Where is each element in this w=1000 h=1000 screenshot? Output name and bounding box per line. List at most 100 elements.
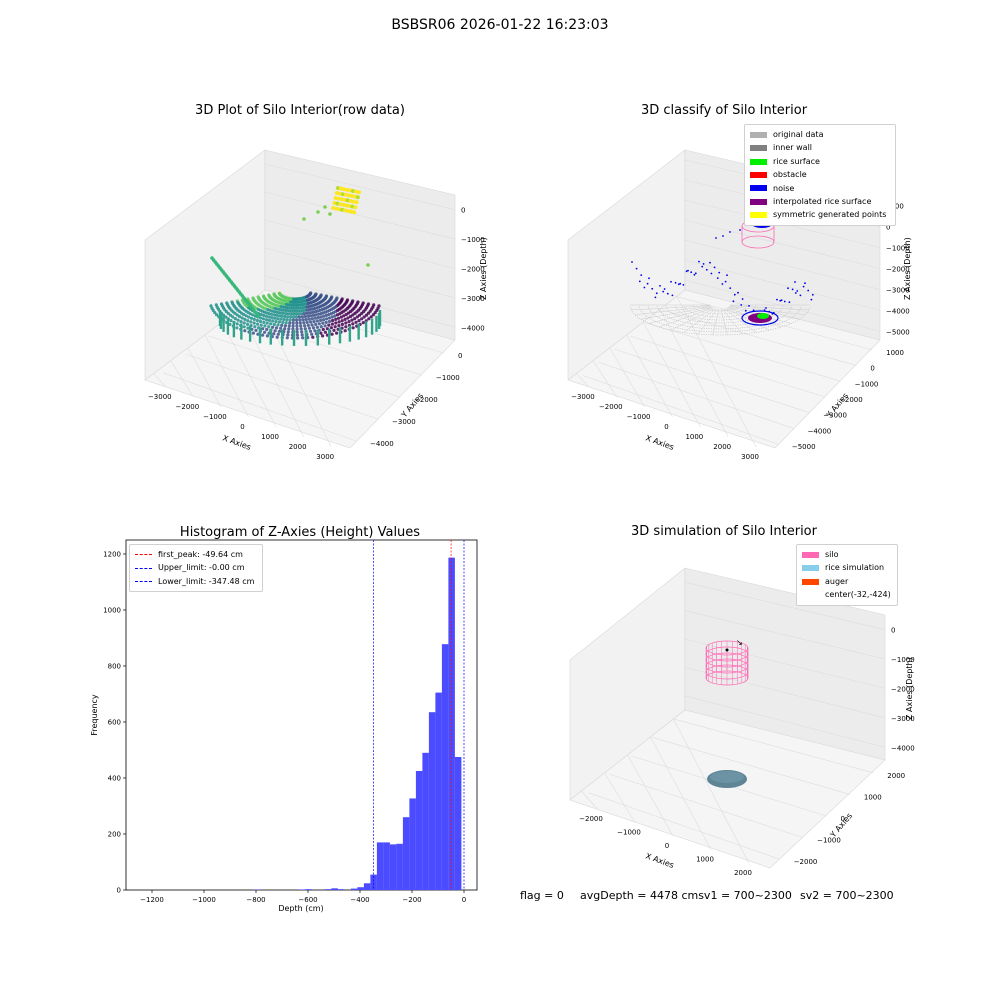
histogram-bar	[298, 889, 306, 890]
raw-data-point	[340, 192, 345, 197]
sim-z-tick: −1000	[891, 656, 915, 664]
sim-y-tick: 2000	[887, 772, 905, 780]
classify-plot-title: 3D classify of Silo Interior	[640, 103, 808, 118]
cls-noise-point	[663, 288, 666, 290]
raw-data-point	[369, 315, 373, 319]
histogram-y-tick: 200	[108, 831, 121, 839]
histogram-bar	[435, 692, 442, 890]
raw-data-point	[346, 209, 351, 213]
cls-z-grid	[684, 259, 881, 311]
raw-data-point	[300, 315, 304, 319]
cls-noise-point	[646, 282, 649, 285]
raw-data-point	[351, 326, 355, 330]
raw-x-tick: −1000	[203, 413, 227, 421]
raw-data-point	[290, 309, 294, 313]
sim-y-grid	[652, 737, 850, 795]
raw-data-point	[262, 320, 266, 324]
raw-data-point	[339, 197, 344, 202]
raw-data-point	[377, 304, 381, 308]
cls-noise-point	[685, 270, 688, 273]
raw-plot-title: 3D Plot of Silo Interior(row data)	[195, 103, 405, 118]
raw-data-point	[357, 190, 361, 195]
cls-z-tick: −1000	[886, 245, 910, 253]
raw-data-point	[325, 317, 329, 321]
legend-entry: noise	[750, 182, 890, 195]
histogram-y-tick: 800	[108, 663, 121, 671]
legend-entry: rice simulation	[802, 561, 892, 574]
cls-noise-point	[713, 266, 716, 269]
raw-x-grid	[170, 360, 194, 398]
histogram-x-tick: −800	[246, 896, 265, 904]
sim-z-grid	[684, 667, 886, 719]
raw-data-point	[251, 313, 255, 317]
raw-data-point	[366, 302, 371, 306]
raw-data-point	[247, 315, 251, 319]
raw-x-tick: 2000	[289, 443, 307, 451]
cls-noise-point	[724, 280, 727, 283]
raw-x-grid	[187, 347, 222, 408]
raw-data-point	[275, 313, 279, 317]
raw-data-point	[256, 314, 261, 318]
histogram-bar	[396, 843, 403, 890]
raw-data-point	[299, 324, 303, 328]
raw-data-point	[330, 322, 334, 326]
raw-z-tick: −1000	[461, 236, 485, 244]
legend-line	[135, 581, 152, 583]
raw-data-point	[350, 204, 355, 209]
cls-noise-point	[726, 274, 728, 277]
raw-data-point	[337, 207, 342, 212]
raw-data-point	[342, 187, 346, 192]
legend-label: Lower_limit: -347.48 cm	[158, 576, 255, 586]
raw-data-point	[322, 318, 326, 322]
silo-wireframe-ring	[705, 652, 749, 668]
cls-x-tick: 0	[664, 423, 668, 431]
raw-data-point	[279, 317, 283, 321]
cls-noise-point	[780, 299, 783, 302]
cls-noise-point	[631, 261, 633, 263]
cls-inner-wall	[670, 308, 715, 331]
raw-data-point	[248, 312, 252, 316]
raw-data-point	[357, 319, 361, 323]
raw-data-point	[339, 315, 343, 319]
raw-data-point	[315, 319, 319, 323]
cls-noise-point	[701, 265, 704, 268]
raw-data-point	[282, 317, 286, 322]
histogram-y-axis-label: Frequency	[90, 694, 99, 736]
raw-z-grid	[264, 247, 456, 299]
raw-data-point	[255, 318, 259, 323]
histogram-x-tick: −1000	[192, 896, 216, 904]
raw-data-point	[322, 314, 326, 318]
histogram-x-tick: −1200	[140, 896, 164, 904]
raw-data-point	[337, 324, 341, 328]
legend-swatch	[750, 158, 767, 165]
cls-noise-point	[765, 307, 767, 309]
cls-noise-point	[718, 271, 721, 274]
cls-y-tick: −4000	[808, 427, 832, 435]
cls-noise-point	[709, 261, 711, 264]
legend-swatch	[802, 565, 819, 572]
cls-noise-point	[679, 282, 682, 285]
raw-data-point	[256, 322, 260, 326]
sim-x-tick: 2000	[734, 869, 752, 877]
cls-y-tick: −2000	[839, 396, 863, 404]
histogram-bar	[402, 817, 410, 890]
raw-data-point	[280, 314, 284, 318]
cls-original-data	[656, 306, 784, 327]
raw-data-point	[272, 313, 276, 317]
cls-x-tick: −2000	[599, 403, 623, 411]
raw-z-grid	[264, 219, 456, 269]
raw-data-point	[334, 191, 339, 195]
cls-x-grid	[626, 334, 673, 418]
cls-z-tick: −5000	[886, 329, 910, 337]
raw-data-point	[343, 317, 347, 321]
legend-label: noise	[773, 183, 795, 193]
cls-y-tick: −1000	[855, 380, 879, 388]
raw-data-point	[307, 311, 311, 315]
raw-data-point	[310, 323, 314, 327]
raw-x-grid	[153, 373, 167, 388]
raw-data-point	[267, 325, 271, 329]
raw-data-point	[348, 188, 352, 193]
cls-noise-point	[791, 288, 794, 291]
legend-entry: interpolated rice surface	[750, 195, 890, 208]
raw-data-point	[224, 315, 228, 319]
